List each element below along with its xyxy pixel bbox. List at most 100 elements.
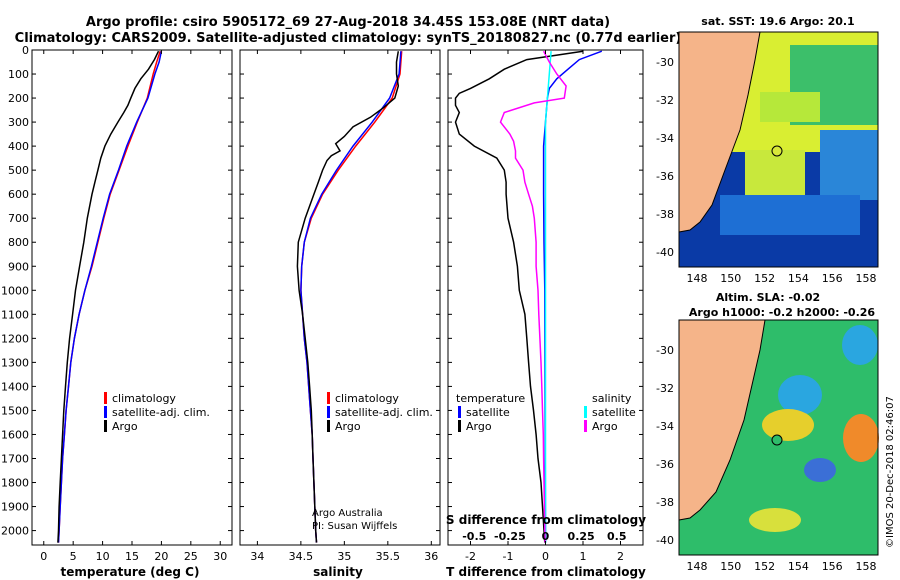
series-line-salinity-satellite (544, 51, 552, 543)
depth-tick-label: 300 (8, 116, 29, 129)
sst-cool-region (820, 130, 878, 200)
sla-eddy-hot (843, 414, 879, 462)
sla-eddy-warm2 (749, 508, 801, 532)
depth-tick-label: 800 (8, 236, 29, 249)
legend-label-t-satellite: satellite (466, 406, 510, 419)
figure-title-line1: Argo profile: csiro 5905172_69 27-Aug-20… (86, 15, 610, 30)
lat-tick-label: -38 (656, 208, 674, 221)
lon-tick-label: 152 (754, 560, 775, 573)
lon-tick-label: 152 (754, 272, 775, 285)
legend-label-s-argo: Argo (592, 420, 618, 433)
lat-tick-label: -36 (656, 458, 674, 471)
sla-eddy-warm (762, 409, 814, 441)
lat-tick-label: -34 (656, 420, 674, 433)
lon-tick-label: 150 (720, 272, 741, 285)
lon-tick-label: 154 (788, 560, 809, 573)
s-tick-label: 0.5 (607, 530, 627, 543)
lat-tick-label: -30 (656, 344, 674, 357)
depth-axis: 0 100 200 300 400 500 600 700 800 900 1000 1100 1200… (1, 44, 643, 538)
depth-tick-label: 1600 (1, 428, 29, 441)
legend-label-argo: Argo (112, 420, 138, 433)
sla-map (678, 319, 879, 556)
series-line-argo (57, 50, 160, 543)
sla-map-frame (678, 319, 879, 556)
legend-swatch-s-satellite (584, 406, 587, 418)
x-tick-label: 36 (424, 550, 438, 563)
sst-cool-region2 (720, 195, 860, 235)
lon-tick-label: 158 (856, 272, 877, 285)
x-tick-label: 10 (96, 550, 110, 563)
legend-label-climatology: climatology (335, 392, 399, 405)
series-line-temperature-argo (454, 50, 584, 543)
x-axis-ticks: 0 5 10 15 20 25 30 34 34.5 35 35.5 36 -2 -1 0 1 2 -0.5 -0.… (40, 50, 627, 563)
legend-title-salinity: salinity (592, 392, 632, 405)
sst-mid-region2 (760, 92, 820, 122)
lon-tick-label: 158 (856, 560, 877, 573)
depth-tick-label: 100 (8, 68, 29, 81)
x-tick-label: 34 (250, 550, 264, 563)
legend-swatch-argo (327, 420, 330, 432)
lat-tick-label: -40 (656, 534, 674, 547)
sla-eddy-cold (778, 375, 822, 415)
sla-land (678, 319, 766, 521)
sst-map (678, 31, 879, 268)
depth-tick-label: 1000 (1, 284, 29, 297)
s-difference-xlabel: S difference from climatology (446, 513, 646, 527)
temperature-legend: climatology satellite-adj. clim. Argo (104, 392, 210, 433)
lat-tick-label: -34 (656, 132, 674, 145)
legend-swatch-t-satellite (458, 406, 461, 418)
depth-tick-label: 500 (8, 164, 29, 177)
s-tick-label: 0.25 (568, 530, 595, 543)
x-tick-label: 2 (617, 550, 624, 563)
legend-label-climatology: climatology (112, 392, 176, 405)
legend-label-argo: Argo (335, 420, 361, 433)
depth-tick-label: 400 (8, 140, 29, 153)
lat-tick-label: -38 (656, 496, 674, 509)
temperature-xlabel: temperature (deg C) (61, 565, 200, 579)
series-line-temperature-satellite (542, 50, 603, 543)
legend-swatch-satellite (104, 406, 107, 418)
s-tick-label: -0.5 (462, 530, 486, 543)
depth-tick-label: 700 (8, 212, 29, 225)
lat-tick-label: -32 (656, 94, 674, 107)
x-tick-label: 1 (580, 550, 587, 563)
depth-tick-label: 1500 (1, 404, 29, 417)
depth-tick-label: 2000 (1, 525, 29, 538)
depth-tick-label: 1100 (1, 308, 29, 321)
x-tick-label: 35 (337, 550, 351, 563)
depth-tick-label: 1200 (1, 332, 29, 345)
depth-tick-label: 900 (8, 260, 29, 273)
sla-argo-marker (771, 434, 783, 446)
sla-map-title2: Argo h1000: -0.2 h2000: -0.26 (689, 306, 875, 319)
legend-label-t-argo: Argo (466, 420, 492, 433)
x-tick-label: 0 (542, 550, 549, 563)
sst-map-frame (678, 31, 879, 268)
depth-tick-label: 1400 (1, 380, 29, 393)
x-tick-label: 25 (184, 550, 198, 563)
salinity-xlabel: salinity (313, 565, 363, 579)
series-line-satellite-adj-clim- (57, 51, 163, 543)
lat-tick-label: -36 (656, 170, 674, 183)
sst-argo-marker (771, 145, 783, 157)
s-tick-label: 0 (542, 530, 550, 543)
lon-tick-label: 148 (687, 272, 708, 285)
salinity-panel-frame (239, 49, 441, 546)
credit-line1: Argo Australia (312, 508, 383, 519)
legend-label-satellite: satellite-adj. clim. (112, 406, 210, 419)
legend-label-s-satellite: satellite (592, 406, 636, 419)
x-tick-label: 15 (125, 550, 139, 563)
x-tick-label: 5 (70, 550, 77, 563)
legend-title-temperature: temperature (456, 392, 525, 405)
legend-swatch-climatology (327, 392, 330, 404)
x-tick-label: 35.5 (376, 550, 401, 563)
x-tick-label: 20 (154, 550, 168, 563)
lat-tick-label: -32 (656, 382, 674, 395)
series-line-salinity-argo (499, 50, 567, 543)
figure-title-line2: Climatology: CARS2009. Satellite-adjuste… (15, 31, 682, 46)
legend-swatch-t-argo (458, 420, 461, 432)
lon-tick-label: 150 (720, 560, 741, 573)
s-tick-label: -0.25 (494, 530, 526, 543)
depth-tick-label: 1700 (1, 452, 29, 465)
difference-legend: temperature satellite Argo salinity sate… (456, 392, 636, 433)
